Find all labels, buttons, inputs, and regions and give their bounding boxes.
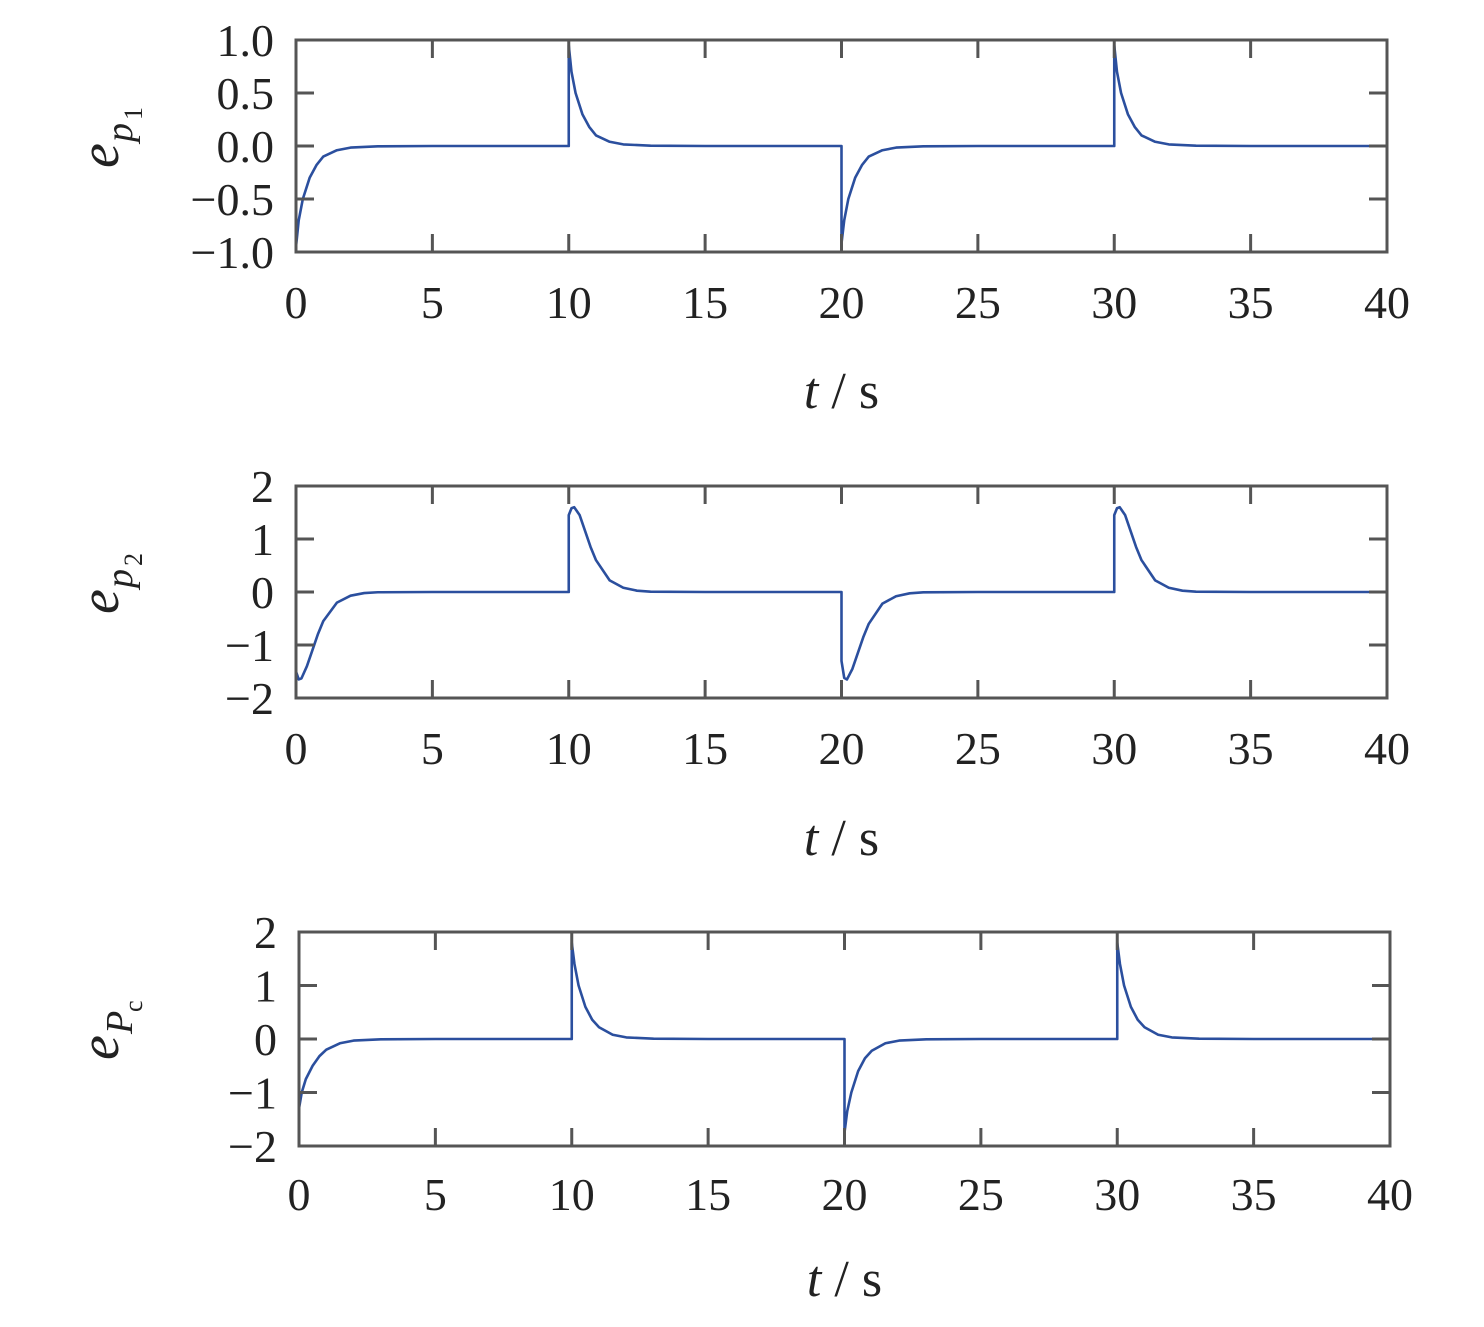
x-axis-unit: / s	[818, 363, 879, 420]
y-axis-label-base: e	[69, 589, 131, 614]
y-axis-label-subsub: 2	[119, 553, 148, 566]
x-tick-label: 35	[1231, 1169, 1277, 1220]
series-line-3-1	[297, 941, 1390, 1134]
y-axis-label: ep 2	[69, 553, 148, 614]
x-tick-label: 25	[955, 277, 1001, 328]
x-tick-label: 25	[955, 723, 1001, 774]
y-axis-label-sub: p	[99, 123, 141, 145]
x-tick-label: 30	[1091, 723, 1137, 774]
x-tick-label: 15	[685, 1169, 731, 1220]
y-axis-label: ePc	[69, 1000, 148, 1060]
x-axis-label: t / s	[804, 363, 879, 420]
x-axis-var: t	[804, 363, 820, 420]
x-tick-label: 10	[546, 277, 592, 328]
y-tick-label: 1.0	[217, 15, 275, 66]
y-tick-label: 2	[254, 907, 277, 958]
y-tick-label: −1.0	[191, 227, 274, 278]
y-tick-label: 0	[254, 1014, 277, 1065]
y-tick-label: −2	[225, 673, 274, 724]
x-tick-label: 5	[421, 723, 444, 774]
x-tick-label: 5	[424, 1169, 447, 1220]
series-line-1-1	[294, 44, 1387, 247]
x-axis-label: t / s	[807, 1251, 882, 1308]
y-axis-label: ep 1	[69, 107, 148, 168]
y-tick-label: 0.5	[217, 68, 275, 119]
x-tick-label: 25	[958, 1169, 1004, 1220]
x-tick-label: 40	[1364, 723, 1410, 774]
x-tick-label: 30	[1094, 1169, 1140, 1220]
x-tick-label: 20	[819, 723, 865, 774]
x-tick-label: 30	[1091, 277, 1137, 328]
x-tick-label: 35	[1228, 723, 1274, 774]
y-axis-label-base: e	[69, 1035, 131, 1060]
y-axis-label-subsub: 1	[119, 107, 148, 120]
y-tick-label: 2	[251, 461, 274, 512]
x-tick-label: 10	[549, 1169, 595, 1220]
x-tick-label: 15	[682, 723, 728, 774]
x-tick-label: 0	[285, 723, 308, 774]
x-axis-var: t	[804, 810, 820, 867]
y-axis-label-sub: P	[99, 1011, 141, 1035]
x-tick-label: 20	[819, 277, 865, 328]
y-tick-label: 0	[251, 567, 274, 618]
x-tick-label: 0	[285, 277, 308, 328]
x-tick-label: 10	[546, 723, 592, 774]
y-tick-label: 0.0	[217, 121, 275, 172]
x-tick-label: 20	[822, 1169, 868, 1220]
x-axis-label: t / s	[804, 810, 879, 867]
y-tick-label: −1	[225, 620, 274, 671]
chart-panel-1: 0 5 10 15 20 25 30 35 40 −1.0−0.50.00.51.0 t / s ep…	[69, 15, 1410, 420]
x-tick-label: 40	[1367, 1169, 1413, 1220]
x-axis-unit: / s	[821, 1251, 882, 1308]
x-axis-var: t	[807, 1251, 823, 1308]
x-axis-unit: / s	[818, 810, 879, 867]
series-line-2-1	[294, 505, 1387, 681]
x-tick-label: 35	[1228, 277, 1274, 328]
y-axis-label-subsub: c	[119, 1000, 148, 1012]
y-tick-label: −1	[228, 1068, 277, 1119]
x-tick-label: 5	[421, 277, 444, 328]
x-tick-label: 15	[682, 277, 728, 328]
y-tick-label: 1	[251, 514, 274, 565]
x-tick-label: 40	[1364, 277, 1410, 328]
x-tick-label: 0	[288, 1169, 311, 1220]
y-axis-label-base: e	[69, 143, 131, 168]
y-tick-label: −0.5	[191, 174, 274, 225]
y-tick-label: −2	[228, 1121, 277, 1172]
y-tick-label: 1	[254, 961, 277, 1012]
y-axis-label-sub: p	[99, 569, 141, 591]
